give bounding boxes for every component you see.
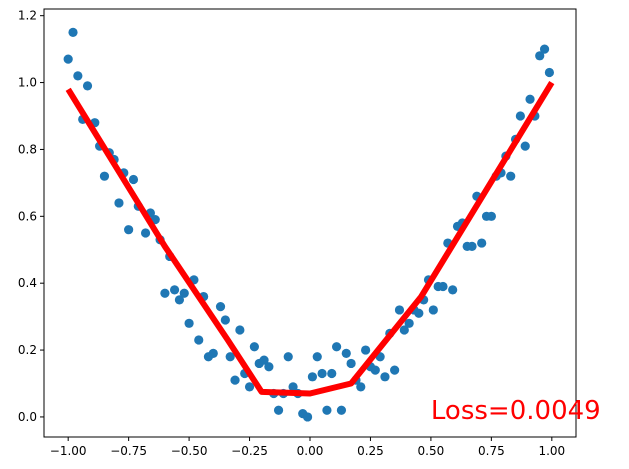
data-point bbox=[99, 171, 110, 181]
data-point bbox=[477, 238, 487, 248]
data-point bbox=[322, 405, 332, 415]
data-point bbox=[140, 228, 151, 238]
data-point bbox=[179, 288, 189, 298]
data-point bbox=[208, 348, 218, 359]
y-tick-label: 1.2 bbox=[18, 9, 37, 23]
data-point bbox=[390, 365, 400, 375]
data-point bbox=[380, 372, 390, 382]
data-point bbox=[63, 54, 73, 64]
data-point bbox=[264, 362, 274, 372]
data-point bbox=[82, 81, 93, 91]
x-tick-label: −0.25 bbox=[231, 444, 268, 458]
data-point bbox=[486, 211, 496, 221]
x-tick-label: 0.00 bbox=[297, 444, 324, 458]
data-point bbox=[283, 352, 293, 362]
data-point bbox=[438, 281, 448, 292]
data-point bbox=[184, 318, 194, 328]
data-point bbox=[336, 405, 347, 415]
data-point bbox=[414, 308, 424, 318]
fit-line-series bbox=[65, 81, 555, 397]
data-point bbox=[225, 352, 235, 362]
x-tick-label: 0.50 bbox=[418, 444, 445, 458]
data-point bbox=[394, 305, 405, 315]
data-point bbox=[341, 348, 351, 359]
data-point bbox=[273, 405, 284, 415]
data-point bbox=[544, 67, 555, 78]
y-tick-label: 0.6 bbox=[18, 209, 37, 223]
data-point bbox=[194, 335, 204, 345]
x-tick-label: −0.50 bbox=[171, 444, 208, 458]
data-point bbox=[160, 288, 170, 298]
fit-line bbox=[65, 81, 555, 397]
x-tick-label: −1.00 bbox=[50, 444, 87, 458]
data-point bbox=[520, 141, 530, 151]
data-point bbox=[235, 325, 245, 335]
plot-frame bbox=[43, 8, 577, 438]
data-point bbox=[312, 352, 322, 362]
data-point bbox=[317, 368, 327, 379]
data-point bbox=[220, 315, 230, 325]
data-point bbox=[370, 365, 380, 375]
data-point bbox=[327, 368, 337, 379]
data-point bbox=[356, 382, 366, 392]
data-point bbox=[128, 174, 139, 185]
data-point bbox=[114, 198, 124, 208]
x-tick-label: 0.75 bbox=[478, 444, 505, 458]
data-point bbox=[259, 355, 269, 365]
data-point bbox=[68, 27, 78, 38]
data-point bbox=[174, 295, 185, 305]
y-tick-label: 1.0 bbox=[18, 76, 37, 90]
data-point bbox=[249, 342, 259, 352]
data-point bbox=[73, 71, 83, 81]
scatter-series bbox=[63, 27, 555, 422]
data-point bbox=[346, 358, 356, 369]
data-point bbox=[288, 382, 298, 392]
data-point bbox=[361, 345, 371, 355]
loss-annotation: Loss=0.0049 bbox=[431, 396, 601, 426]
data-point bbox=[302, 412, 313, 422]
data-point bbox=[124, 225, 134, 235]
data-point bbox=[467, 241, 477, 252]
axes: −1.00 −0.75 −0.50 −0.25 0.00 0.25 0.50 0.75 1.00… bbox=[18, 8, 577, 458]
y-tick-label: 0.2 bbox=[18, 343, 37, 357]
x-tick-label: −0.75 bbox=[110, 444, 147, 458]
data-point bbox=[169, 285, 180, 295]
data-point bbox=[215, 301, 226, 312]
y-tick-label: 0.0 bbox=[18, 410, 37, 424]
data-point bbox=[515, 111, 525, 121]
data-point bbox=[535, 51, 545, 61]
data-point bbox=[399, 325, 409, 335]
data-point bbox=[244, 382, 255, 392]
data-point bbox=[539, 44, 550, 54]
data-point bbox=[332, 342, 342, 352]
data-point bbox=[428, 305, 438, 315]
data-point bbox=[404, 318, 414, 328]
data-point bbox=[307, 372, 318, 382]
data-point bbox=[230, 375, 240, 385]
y-tick-label: 0.8 bbox=[18, 142, 37, 156]
data-point bbox=[448, 285, 458, 295]
data-point bbox=[506, 171, 516, 181]
x-tick-label: 0.25 bbox=[357, 444, 384, 458]
y-tick-label: 0.4 bbox=[18, 276, 37, 290]
x-tick-label: 1.00 bbox=[538, 444, 565, 458]
data-point bbox=[525, 94, 535, 104]
